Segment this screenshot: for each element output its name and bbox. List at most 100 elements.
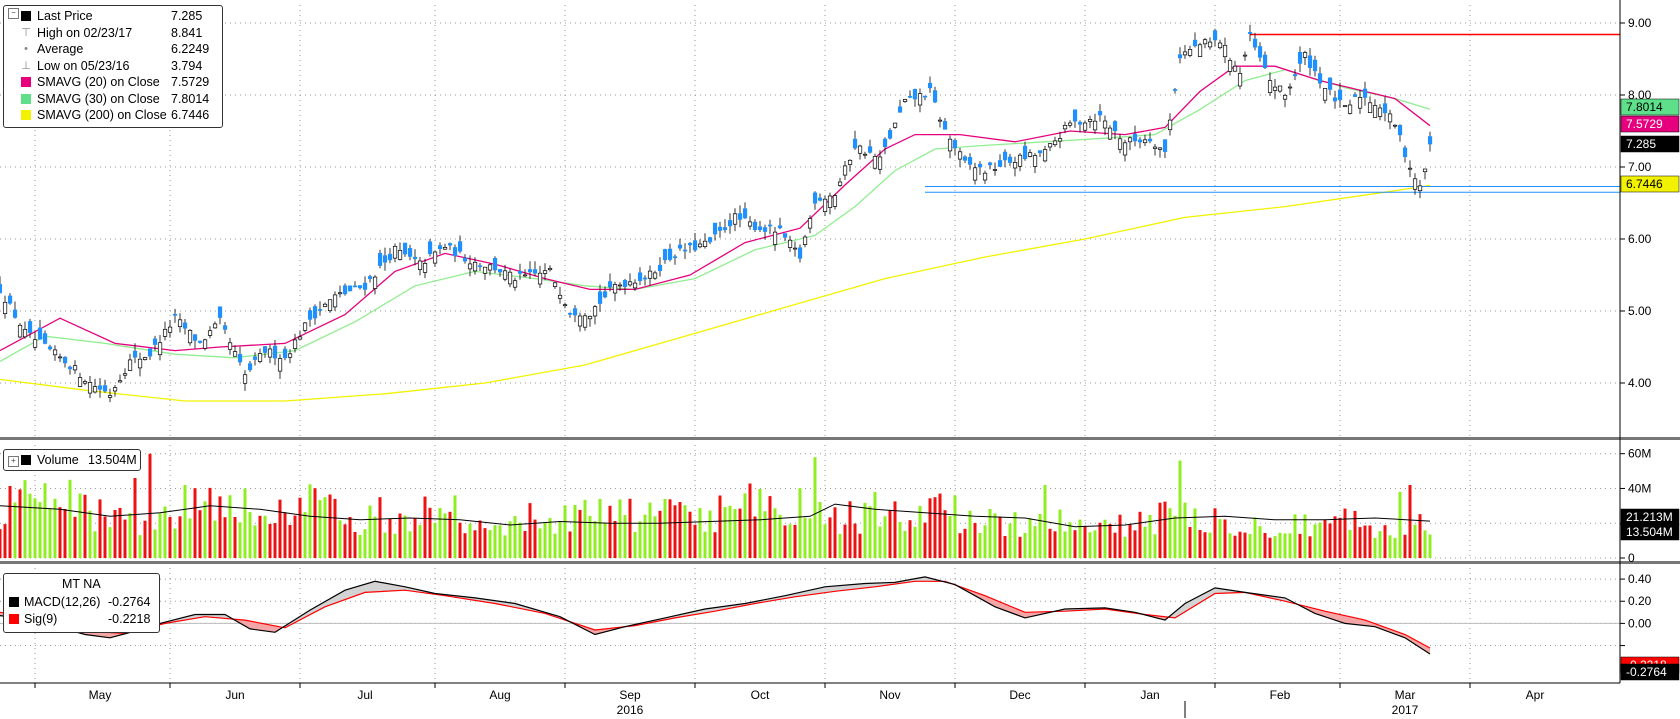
macd-tick-label: 0.00: [1628, 616, 1652, 630]
candle: [87, 382, 93, 394]
candle: [667, 248, 673, 260]
candle: [212, 323, 218, 329]
legend-swatch: [21, 93, 31, 104]
candle: [417, 260, 423, 270]
volume-bar: [238, 522, 242, 558]
candle: [482, 266, 488, 274]
volume-bar: [1058, 509, 1062, 558]
candle: [217, 306, 223, 318]
volume-bar: [1253, 517, 1257, 558]
legend-value: 7.5729: [171, 75, 210, 89]
candle: [77, 377, 83, 387]
macd-series: [0, 576, 1431, 655]
candle: [782, 233, 788, 238]
candle: [742, 208, 748, 219]
candle: [222, 325, 228, 330]
macd-divergence-fill: [845, 584, 850, 591]
candle: [1207, 41, 1213, 48]
volume-bar: [188, 518, 192, 558]
month-label: Jun: [225, 688, 244, 702]
legend-label: High on 02/23/17: [37, 25, 133, 40]
volume-bar: [88, 510, 92, 558]
volume-bar: [1298, 533, 1302, 558]
price-legend-row: • Average 6.2249: [4, 41, 222, 57]
candle: [942, 121, 948, 130]
macd-divergence-fill: [1400, 632, 1405, 638]
legend-value: 7.285: [171, 9, 203, 23]
volume-bar: [628, 498, 632, 558]
candle: [582, 315, 588, 328]
volume-bar: [848, 501, 852, 558]
volume-bar: [928, 498, 932, 558]
volume-bar: [533, 519, 537, 558]
macd-divergence-fill: [850, 584, 855, 590]
macd-divergence-fill: [380, 582, 385, 592]
macd-divergence-fill: [310, 607, 315, 615]
macd-divergence-fill: [370, 581, 375, 593]
year-label: 2016: [617, 703, 644, 717]
candle: [1107, 127, 1113, 140]
volume-bar: [758, 489, 762, 558]
volume-bar: [788, 524, 792, 558]
collapse-icon[interactable]: +: [8, 456, 19, 467]
macd-divergence-fill: [100, 632, 105, 638]
candle: [647, 270, 653, 279]
volume-bar: [1398, 491, 1402, 558]
candle: [262, 346, 268, 353]
candle: [1082, 122, 1088, 131]
candle: [1127, 137, 1133, 143]
volume-bar: [418, 524, 422, 558]
volume-bar: [38, 502, 42, 558]
volume-bar: [1323, 520, 1327, 558]
candle: [627, 281, 633, 286]
candle: [977, 163, 983, 168]
price-legend: − Last Price 7.285 ⊤ High on 02/23/17 8.841 •…: [3, 5, 223, 128]
candle: [352, 285, 358, 288]
candle: [62, 356, 68, 364]
volume-bar: [633, 532, 637, 558]
price-tick-label: 4.00: [1628, 376, 1652, 390]
volume-bar: [1148, 515, 1152, 558]
legend-label: SMAVG (20) on Close: [37, 75, 160, 89]
volume-bar: [148, 453, 152, 558]
candle: [507, 271, 513, 285]
volume-bar: [293, 515, 297, 558]
volume-bar: [1053, 531, 1057, 558]
candle: [1222, 44, 1228, 58]
axis-value-tag-text: -0.2764: [1626, 665, 1667, 679]
volume-bar: [608, 505, 612, 558]
volume-bar: [128, 513, 132, 558]
candle: [172, 313, 178, 316]
macd-divergence-fill: [1215, 587, 1220, 594]
volume-bar: [248, 512, 252, 558]
candle: [817, 197, 823, 201]
candle: [412, 256, 418, 260]
volume-bar: [1268, 537, 1272, 558]
collapse-icon[interactable]: −: [8, 8, 19, 19]
candle: [1417, 185, 1423, 192]
volume-bar: [33, 498, 37, 558]
volume-bar: [783, 525, 787, 558]
volume-bar: [873, 491, 877, 558]
candle: [1262, 54, 1268, 69]
volume-bar: [268, 524, 272, 558]
candle: [312, 306, 318, 319]
candle: [127, 359, 133, 371]
volume-bar: [423, 496, 427, 558]
volume-bar: [593, 521, 597, 558]
macd-divergence-fill: [840, 585, 845, 591]
candle: [512, 280, 518, 288]
volume-bar: [1378, 531, 1382, 558]
candle: [252, 356, 258, 360]
candle: [1217, 42, 1223, 49]
macd-divergence-fill: [375, 581, 380, 592]
volume-bar: [18, 489, 22, 558]
candle: [1357, 97, 1363, 109]
candle: [1057, 138, 1063, 142]
macd-divergence-fill: [855, 583, 860, 589]
volume-bar: [388, 518, 392, 558]
volume-bar: [778, 514, 782, 558]
volume-bar: [1073, 530, 1077, 558]
candle: [1332, 97, 1338, 102]
candle: [917, 93, 923, 106]
